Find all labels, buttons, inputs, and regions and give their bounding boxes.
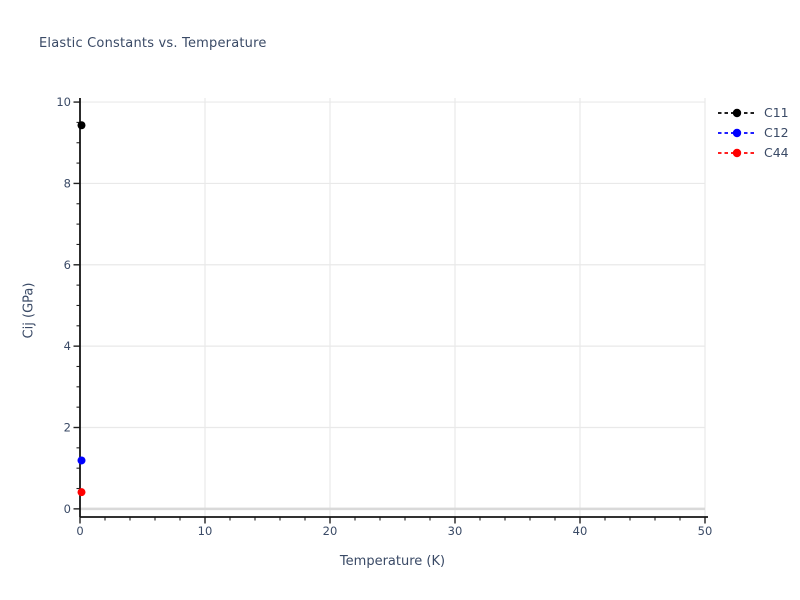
legend-marker-icon <box>732 148 742 158</box>
data-point-c11 <box>77 121 86 130</box>
legend-item-c44: C44 <box>717 145 789 161</box>
legend-label: C11 <box>764 105 789 120</box>
y-tick-label: 2 <box>64 421 71 435</box>
legend: C11 C12 C44 <box>717 105 789 161</box>
x-tick-label: 40 <box>573 524 588 538</box>
y-tick-label: 8 <box>64 176 71 190</box>
y-tick-label: 10 <box>56 95 71 109</box>
y-tick-label: 0 <box>64 502 71 516</box>
data-point-c44 <box>77 488 86 497</box>
x-tick-label: 0 <box>76 524 83 538</box>
legend-line-icon <box>718 108 756 118</box>
legend-item-c11: C11 <box>717 105 789 121</box>
legend-line-icon <box>718 148 756 158</box>
x-tick-label: 20 <box>323 524 338 538</box>
x-tick-label: 10 <box>198 524 213 538</box>
data-point-c12 <box>77 456 86 465</box>
y-axis-label: Cij (GPa) <box>21 282 37 339</box>
legend-label: C44 <box>764 145 789 160</box>
y-tick-label: 4 <box>64 339 71 353</box>
x-tick-label: 30 <box>448 524 463 538</box>
legend-marker-icon <box>732 128 742 138</box>
y-tick-label: 6 <box>64 258 71 272</box>
x-axis-label: Temperature (K) <box>339 554 446 569</box>
legend-line-icon <box>718 128 756 138</box>
legend-item-c12: C12 <box>717 125 789 141</box>
chart-title: Elastic Constants vs. Temperature <box>39 36 267 51</box>
x-tick-label: 50 <box>698 524 713 538</box>
legend-label: C12 <box>764 125 789 140</box>
legend-marker-icon <box>732 108 742 118</box>
